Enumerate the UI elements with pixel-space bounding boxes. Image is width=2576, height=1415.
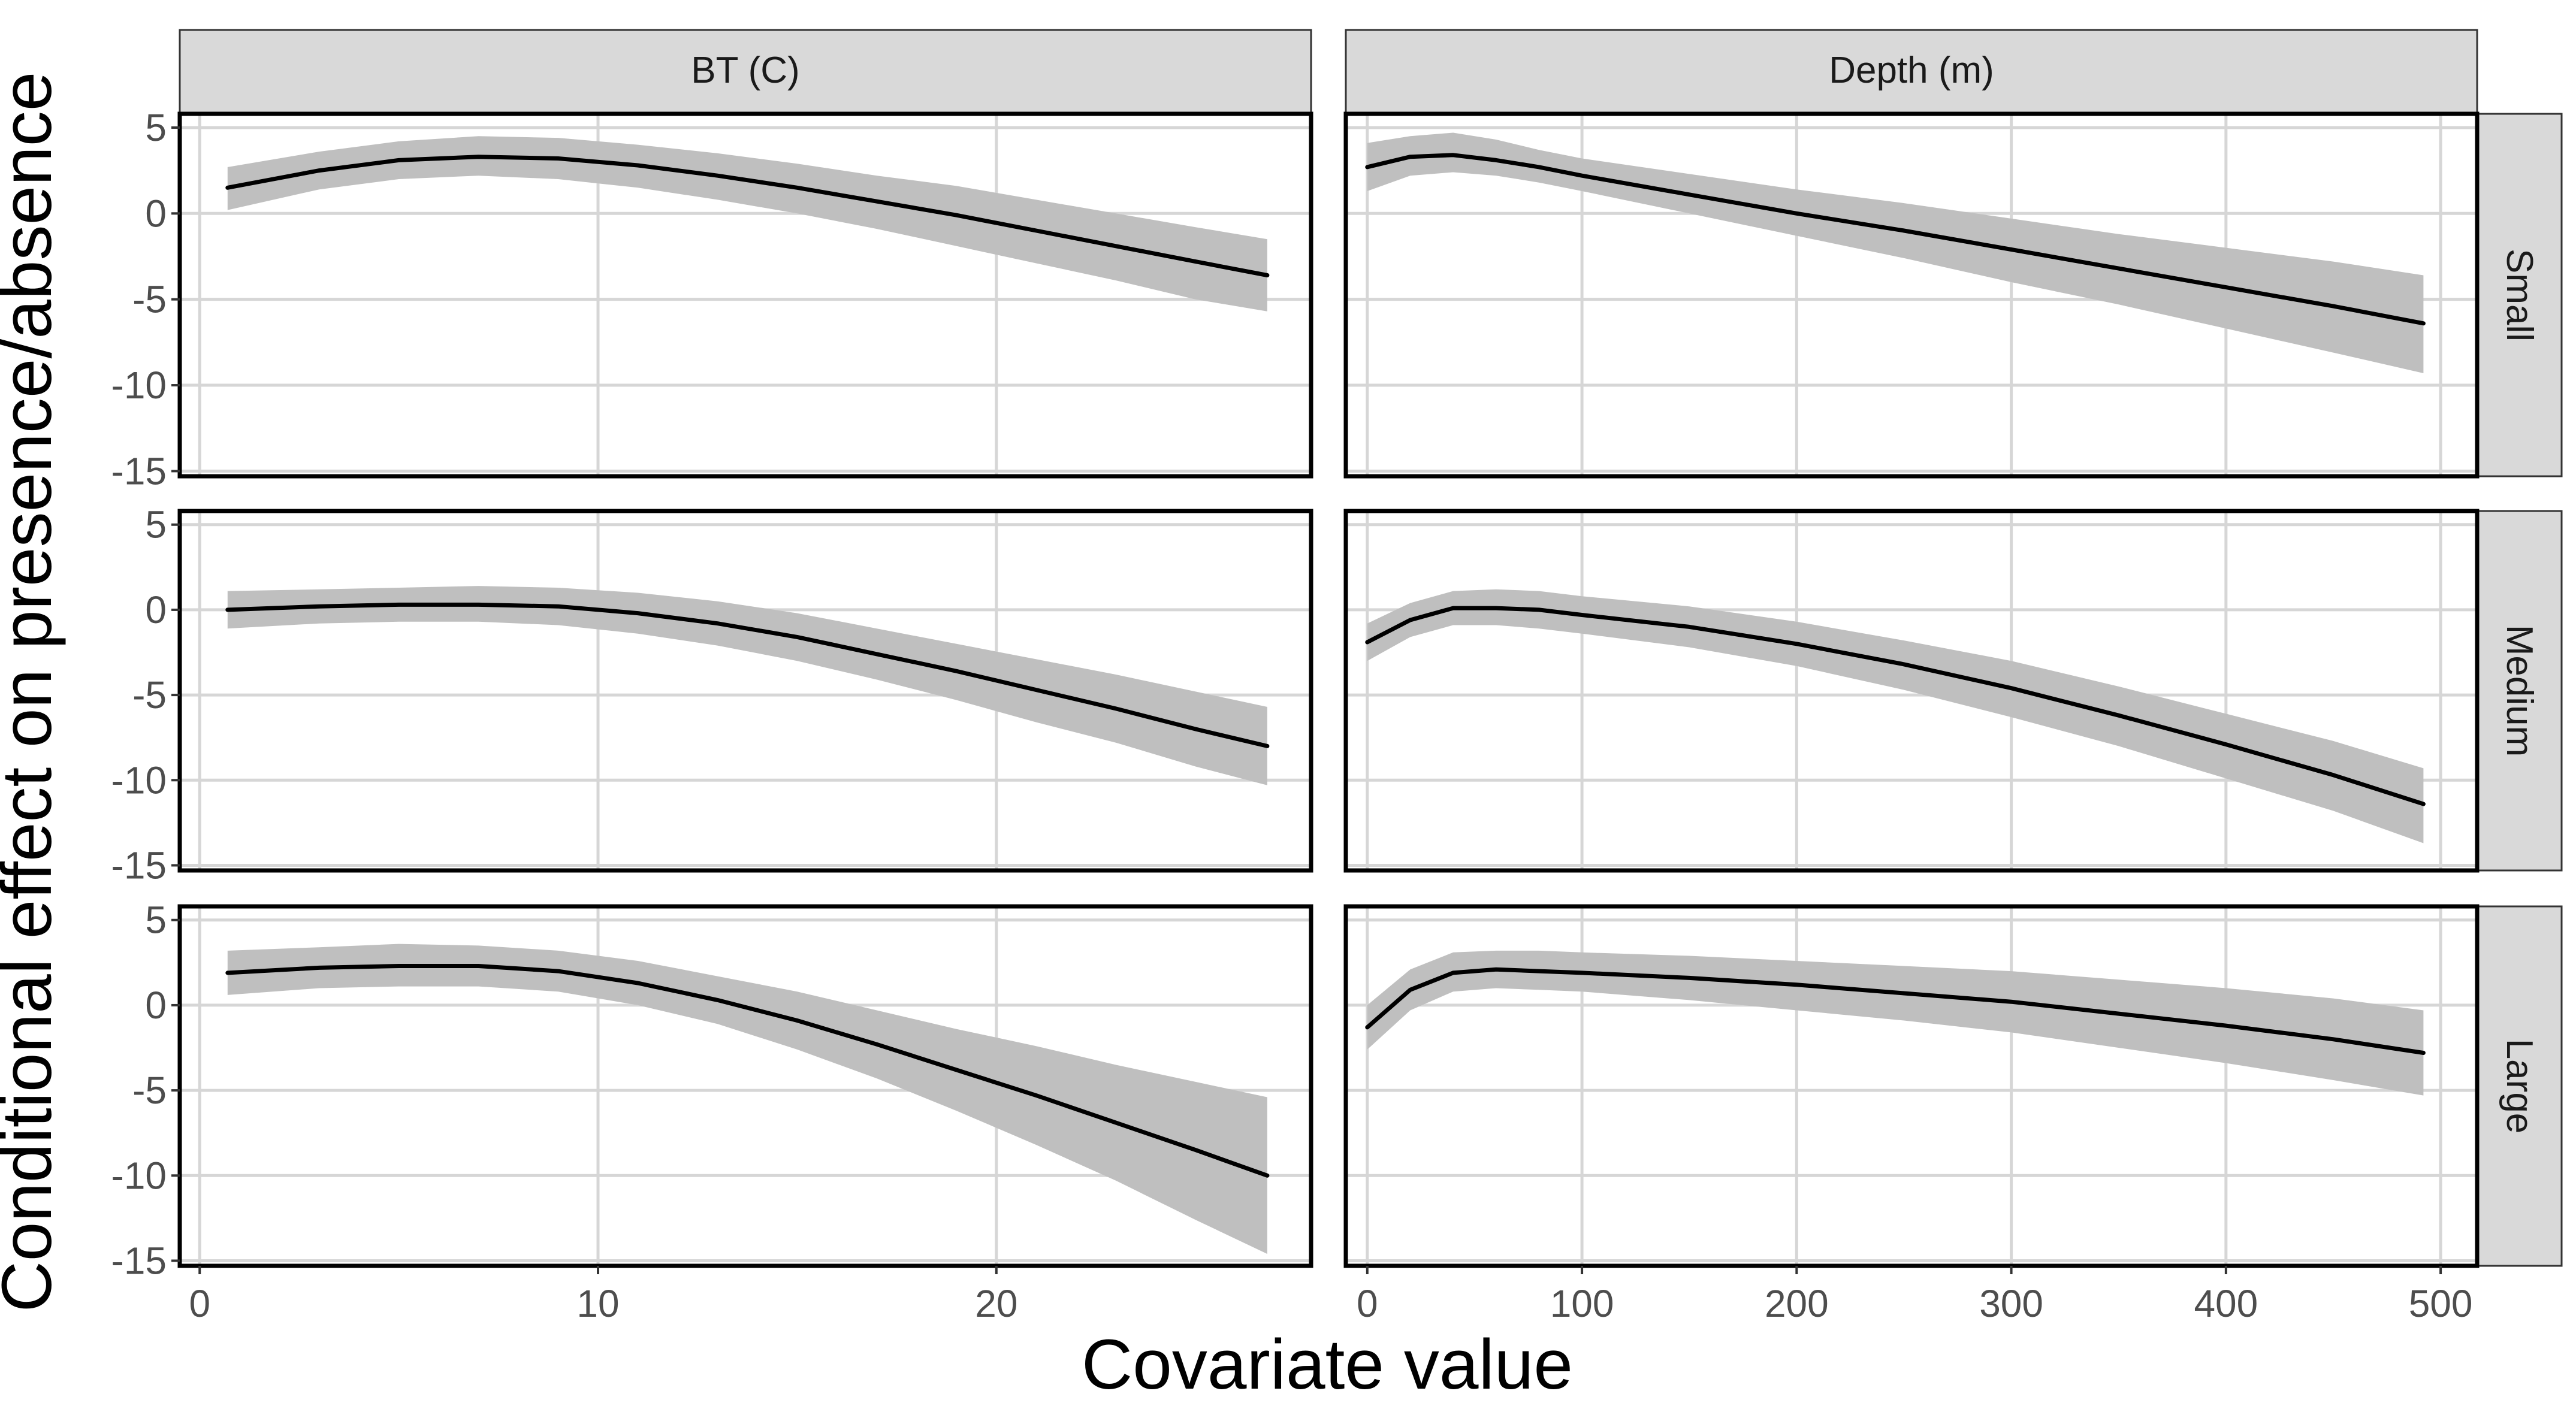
strip-medium — [2476, 510, 2563, 872]
y-axis-title: Conditional effect on presence/absence — [0, 72, 67, 1313]
panel-border — [1343, 509, 2480, 873]
x-axis-title: Covariate value — [1082, 1325, 1573, 1404]
strip-small — [2476, 113, 2563, 477]
x-tick-label: 0 — [189, 1282, 210, 1325]
y-tick-label: 5 — [145, 106, 167, 149]
y-tick-label: -5 — [132, 1069, 167, 1112]
confidence-band — [1367, 132, 2424, 373]
strip-label-small: Small — [2499, 249, 2540, 341]
y-tick-label: -5 — [132, 278, 167, 321]
x-tick-label: 100 — [1550, 1282, 1614, 1325]
strip-label-bt-c: BT (C) — [691, 50, 799, 91]
x-tick-label: 400 — [2194, 1282, 2258, 1325]
confidence-band — [227, 136, 1267, 312]
effect-line — [225, 602, 1270, 748]
panel-border — [177, 509, 1313, 873]
x-tick-label: 300 — [1979, 1282, 2043, 1325]
effect-line — [225, 964, 1270, 1178]
confidence-band — [1367, 589, 2424, 843]
strip-bt-c — [179, 29, 1312, 115]
y-tick-label: -5 — [132, 673, 167, 716]
confidence-band — [1367, 950, 2424, 1096]
effect-line — [225, 155, 1270, 277]
strip-depth-m — [1345, 29, 2478, 115]
panel-small-bt-c — [177, 111, 1313, 479]
effect-line — [1365, 967, 2426, 1055]
y-tick-label: 0 — [145, 588, 167, 631]
panel-border — [177, 904, 1313, 1268]
y-tick-label: -15 — [111, 1239, 167, 1282]
y-tick-label: -10 — [111, 364, 167, 407]
y-tick-label: -15 — [111, 449, 167, 492]
panel-border — [1343, 904, 2480, 1268]
panel-large-bt-c — [177, 904, 1313, 1268]
panel-medium-bt-c — [177, 509, 1313, 873]
x-tick-label: 0 — [1357, 1282, 1378, 1325]
y-tick-label: -10 — [111, 758, 167, 802]
x-tick-label: 500 — [2409, 1282, 2473, 1325]
strip-large — [2476, 905, 2563, 1267]
panel-border — [177, 111, 1313, 479]
panel-small-depth-m — [1343, 111, 2480, 479]
x-tick-label: 200 — [1765, 1282, 1829, 1325]
strip-label-depth-m: Depth (m) — [1829, 50, 1994, 91]
strip-label-medium: Medium — [2499, 625, 2540, 757]
x-tick-label: 20 — [975, 1282, 1017, 1325]
y-tick-label: -15 — [111, 843, 167, 887]
y-tick-label: 0 — [145, 984, 167, 1027]
panel-medium-depth-m — [1343, 509, 2480, 873]
panel-large-depth-m — [1343, 904, 2480, 1268]
effect-line — [1365, 153, 2426, 326]
panel-border — [1343, 111, 2480, 479]
y-tick-label: -10 — [111, 1154, 167, 1197]
x-tick-label: 10 — [576, 1282, 619, 1325]
y-tick-label: 5 — [145, 899, 167, 942]
y-tick-label: 0 — [145, 192, 167, 235]
effect-line — [1365, 606, 2426, 806]
y-tick-label: 5 — [145, 503, 167, 546]
strip-label-large: Large — [2499, 1039, 2540, 1134]
